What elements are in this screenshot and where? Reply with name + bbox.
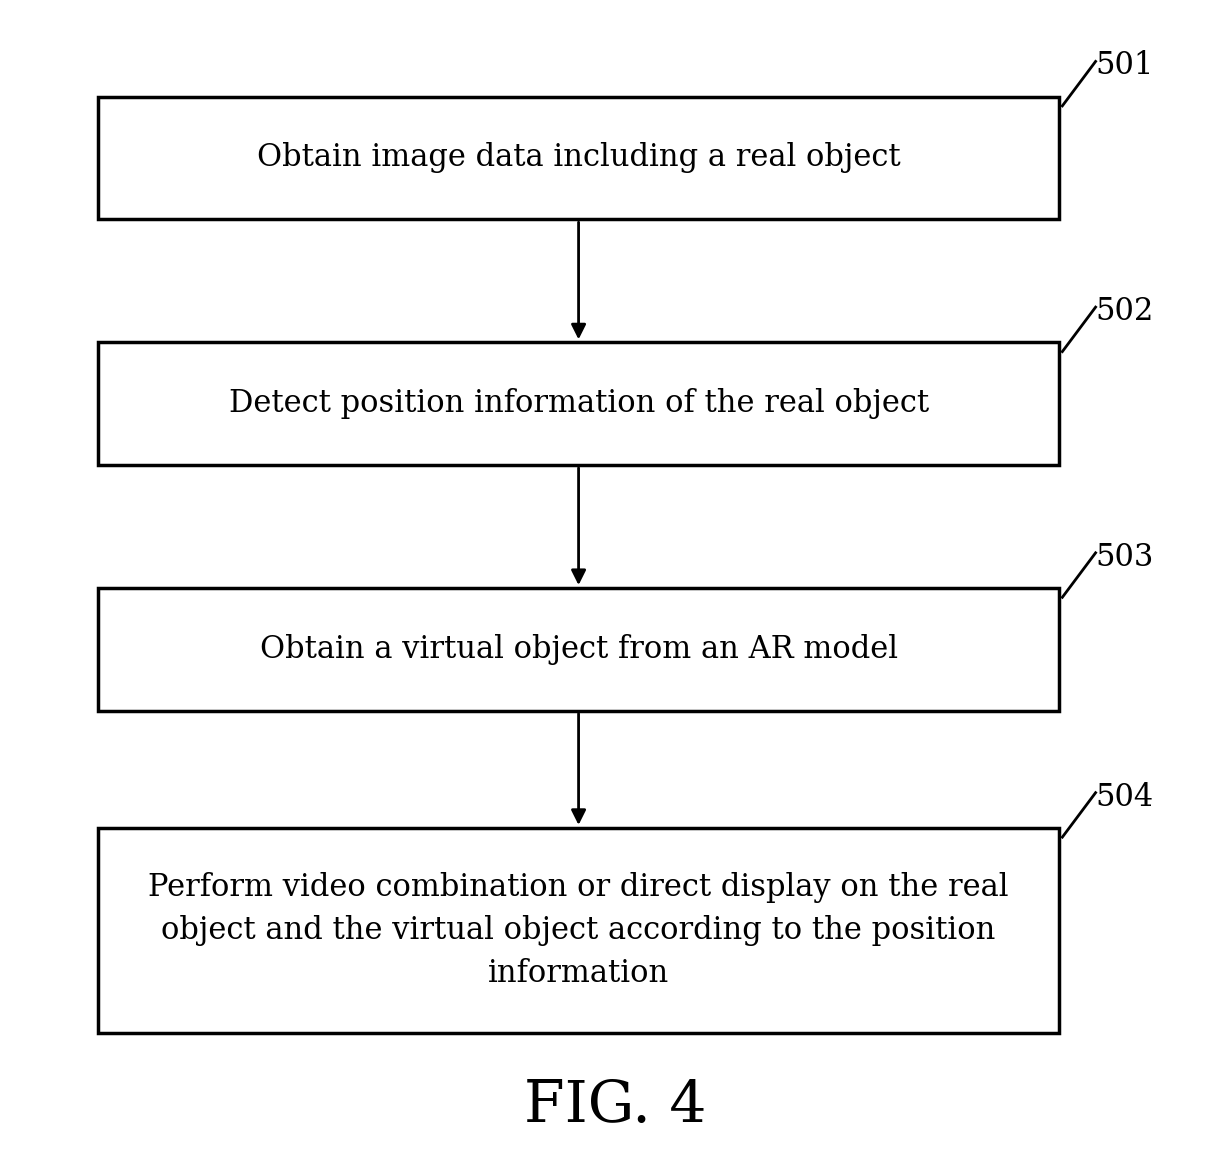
Text: Obtain a virtual object from an AR model: Obtain a virtual object from an AR model: [260, 634, 897, 665]
Text: Detect position information of the real object: Detect position information of the real …: [229, 388, 928, 419]
Bar: [98, 97, 1059, 220]
Text: Obtain image data including a real object: Obtain image data including a real objec…: [257, 143, 900, 173]
Text: 504: 504: [1096, 782, 1153, 812]
Text: Perform video combination or direct display on the real
object and the virtual o: Perform video combination or direct disp…: [148, 872, 1009, 989]
Text: 503: 503: [1096, 542, 1153, 573]
Bar: [98, 587, 1059, 710]
Bar: [98, 342, 1059, 464]
Text: FIG. 4: FIG. 4: [524, 1078, 707, 1134]
Text: 502: 502: [1096, 296, 1153, 326]
Text: 501: 501: [1096, 50, 1153, 82]
Bar: [98, 828, 1059, 1033]
